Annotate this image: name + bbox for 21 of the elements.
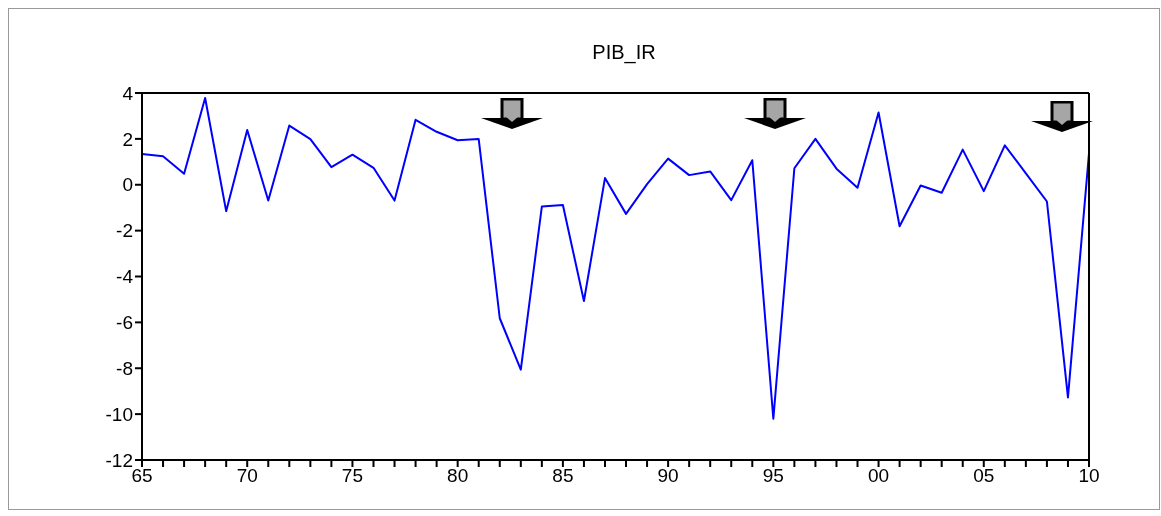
y-tick-label: 0 (122, 174, 133, 196)
y-tick-label: -10 (105, 403, 133, 425)
x-tick-label: 85 (552, 465, 574, 487)
chart-title: PIB_IR (591, 41, 657, 64)
x-tick-label: 05 (973, 465, 995, 487)
x-tick-label: 95 (762, 465, 784, 487)
x-tick-label: 70 (236, 465, 258, 487)
x-tick-label: 75 (341, 465, 364, 487)
y-tick-label: -2 (116, 220, 133, 242)
y-tick-label: -4 (116, 266, 134, 288)
x-tick-label: 65 (131, 465, 153, 487)
x-tick-label: 10 (1078, 465, 1100, 487)
line-series (142, 97, 1089, 420)
y-tick-label: -6 (116, 312, 133, 334)
x-tick-label: 90 (657, 465, 679, 487)
y-tick-label: -12 (105, 449, 133, 471)
x-tick-label: 00 (867, 465, 890, 487)
y-tick-label: 2 (122, 128, 133, 150)
y-tick-label: -8 (116, 357, 133, 379)
x-tick-label: 80 (447, 465, 469, 487)
y-tick-label: 4 (122, 82, 134, 104)
